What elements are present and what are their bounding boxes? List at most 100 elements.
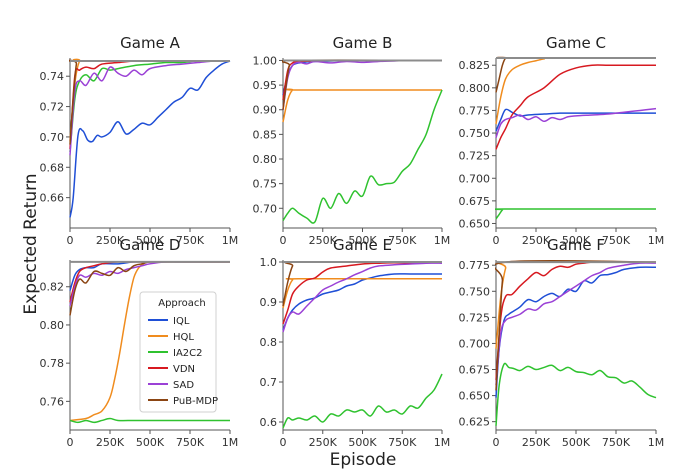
x-tick-label: 1M xyxy=(648,436,665,449)
legend-entry: HQL xyxy=(173,332,194,343)
y-tick-label: 1.00 xyxy=(253,54,278,67)
y-tick-label: 0.95 xyxy=(253,79,278,92)
series-line-vdn xyxy=(495,64,656,150)
series-group xyxy=(495,259,657,426)
y-tick-label: 0.66 xyxy=(40,192,65,205)
legend-entry: VDN xyxy=(173,364,195,375)
y-tick-label: 0.74 xyxy=(40,70,65,83)
series-group xyxy=(282,59,443,224)
x-tick-label: 750K xyxy=(602,436,631,449)
x-tick-label: 750K xyxy=(388,436,417,449)
y-tick-label: 0.76 xyxy=(40,395,65,408)
y-tick-label: 0.700 xyxy=(459,172,491,185)
y-tick-label: 0.750 xyxy=(459,285,491,298)
y-tick-label: 0.6 xyxy=(260,416,278,429)
series-line-vdn xyxy=(282,262,443,325)
x-tick-label: 1M xyxy=(222,234,239,247)
x-tick-label: 250K xyxy=(522,234,551,247)
series-line-vdn xyxy=(282,59,442,101)
legend-entry: PuB-MDP xyxy=(173,396,218,407)
series-line-iql xyxy=(69,60,231,218)
y-tick-label: 0.75 xyxy=(253,178,278,191)
x-tick-label: 250K xyxy=(96,436,125,449)
series-line-pub-mdp xyxy=(69,59,231,145)
x-tick-label: 500K xyxy=(562,436,591,449)
y-tick-label: 1.0 xyxy=(260,256,278,269)
x-tick-label: 250K xyxy=(309,436,338,449)
panel-game-a: Game A 0.66 0.68 0.70 0.72 0.74 0 250K 500K 750K 1… xyxy=(40,34,239,247)
y-tick-label: 0.70 xyxy=(40,131,65,144)
panels: Game A 0.66 0.68 0.70 0.72 0.74 0 250K 500K 750K 1… xyxy=(40,34,665,449)
y-tick-label: 0.9 xyxy=(260,296,278,309)
x-tick-label: 1M xyxy=(648,234,665,247)
x-tick-label: 1M xyxy=(222,436,239,449)
series-line-sad xyxy=(282,59,443,110)
series-line-hql xyxy=(495,260,657,349)
y-tick-label: 0.85 xyxy=(253,128,278,141)
x-tick-label: 0 xyxy=(493,234,500,247)
legend: Approach IQL HQL IA2C2 VDN SAD PuB-MDP xyxy=(139,291,218,413)
legend-entry: IQL xyxy=(173,316,190,327)
x-tick-label: 250K xyxy=(309,234,338,247)
series-line-pub-mdp xyxy=(495,56,656,93)
panel-game-d: Game D 0.76 0.78 0.80 0.82 0 250K 500K 750K 1M xyxy=(40,236,239,449)
x-tick-label: 1M xyxy=(434,234,451,247)
series-group xyxy=(495,56,657,220)
x-tick-label: 0 xyxy=(280,234,287,247)
y-tick-label: 0.800 xyxy=(459,82,491,95)
x-tick-label: 250K xyxy=(522,436,551,449)
series-line-iql xyxy=(282,273,442,331)
y-tick-label: 0.70 xyxy=(253,202,278,215)
panel-title: Game C xyxy=(546,34,606,52)
legend-title: Approach xyxy=(158,298,206,309)
x-tick-label: 500K xyxy=(348,234,377,247)
y-tick-label: 0.8 xyxy=(260,336,278,349)
legend-box xyxy=(139,291,217,413)
panel-title: Game E xyxy=(333,236,392,254)
series-line-ia2c2 xyxy=(282,89,443,224)
panel-game-b: Game B 0.70 0.75 0.80 0.85 0.90 0.95 1.00 0 250K 5… xyxy=(253,34,451,247)
panel-game-c: Game C 0.650 0.675 0.700 0.725 0.750 0.775 0.80… xyxy=(459,34,665,247)
x-tick-label: 500K xyxy=(562,234,591,247)
y-tick-label: 0.725 xyxy=(459,150,491,163)
panel-title: Game D xyxy=(120,236,181,254)
x-tick-label: 500K xyxy=(348,436,377,449)
x-tick-label: 750K xyxy=(388,234,417,247)
series-line-hql xyxy=(282,277,443,309)
series-line-ia2c2 xyxy=(495,362,657,426)
y-tick-label: 0.725 xyxy=(459,311,491,324)
y-tick-label: 0.72 xyxy=(40,101,65,114)
series-line-hql xyxy=(282,88,442,123)
y-tick-label: 0.90 xyxy=(253,104,278,117)
x-tick-label: 0 xyxy=(67,436,74,449)
y-tick-label: 0.700 xyxy=(459,337,491,350)
y-tick-label: 0.625 xyxy=(459,416,491,429)
series-line-iql xyxy=(495,108,656,132)
series-group xyxy=(69,58,231,218)
x-tick-label: 250K xyxy=(96,234,125,247)
y-tick-label: 0.650 xyxy=(459,217,491,230)
x-tick-label: 750K xyxy=(176,436,205,449)
x-tick-label: 750K xyxy=(602,234,631,247)
panel-title: Game F xyxy=(547,236,605,254)
series-line-sad xyxy=(282,262,443,333)
x-tick-label: 750K xyxy=(176,234,205,247)
series-line-sad xyxy=(69,60,231,156)
series-line-ia2c2 xyxy=(495,208,657,220)
y-tick-label: 0.68 xyxy=(40,161,65,174)
x-tick-label: 1M xyxy=(434,436,451,449)
series-line-pub-mdp xyxy=(495,259,657,391)
y-tick-label: 0.750 xyxy=(459,127,491,140)
x-tick-label: 0 xyxy=(493,436,500,449)
x-tick-label: 0 xyxy=(280,436,287,449)
legend-entry: SAD xyxy=(173,380,194,391)
panel-title: Game A xyxy=(120,34,180,52)
x-tick-label: 0 xyxy=(67,234,74,247)
x-axis-label: Episode xyxy=(330,450,397,470)
x-tick-label: 500K xyxy=(136,234,165,247)
y-tick-label: 0.775 xyxy=(459,259,491,272)
y-tick-label: 0.675 xyxy=(459,364,491,377)
panel-title: Game B xyxy=(333,34,393,52)
panel-game-f: Game F 0.625 0.650 0.675 0.700 0.725 0.750 0.77… xyxy=(459,236,665,449)
